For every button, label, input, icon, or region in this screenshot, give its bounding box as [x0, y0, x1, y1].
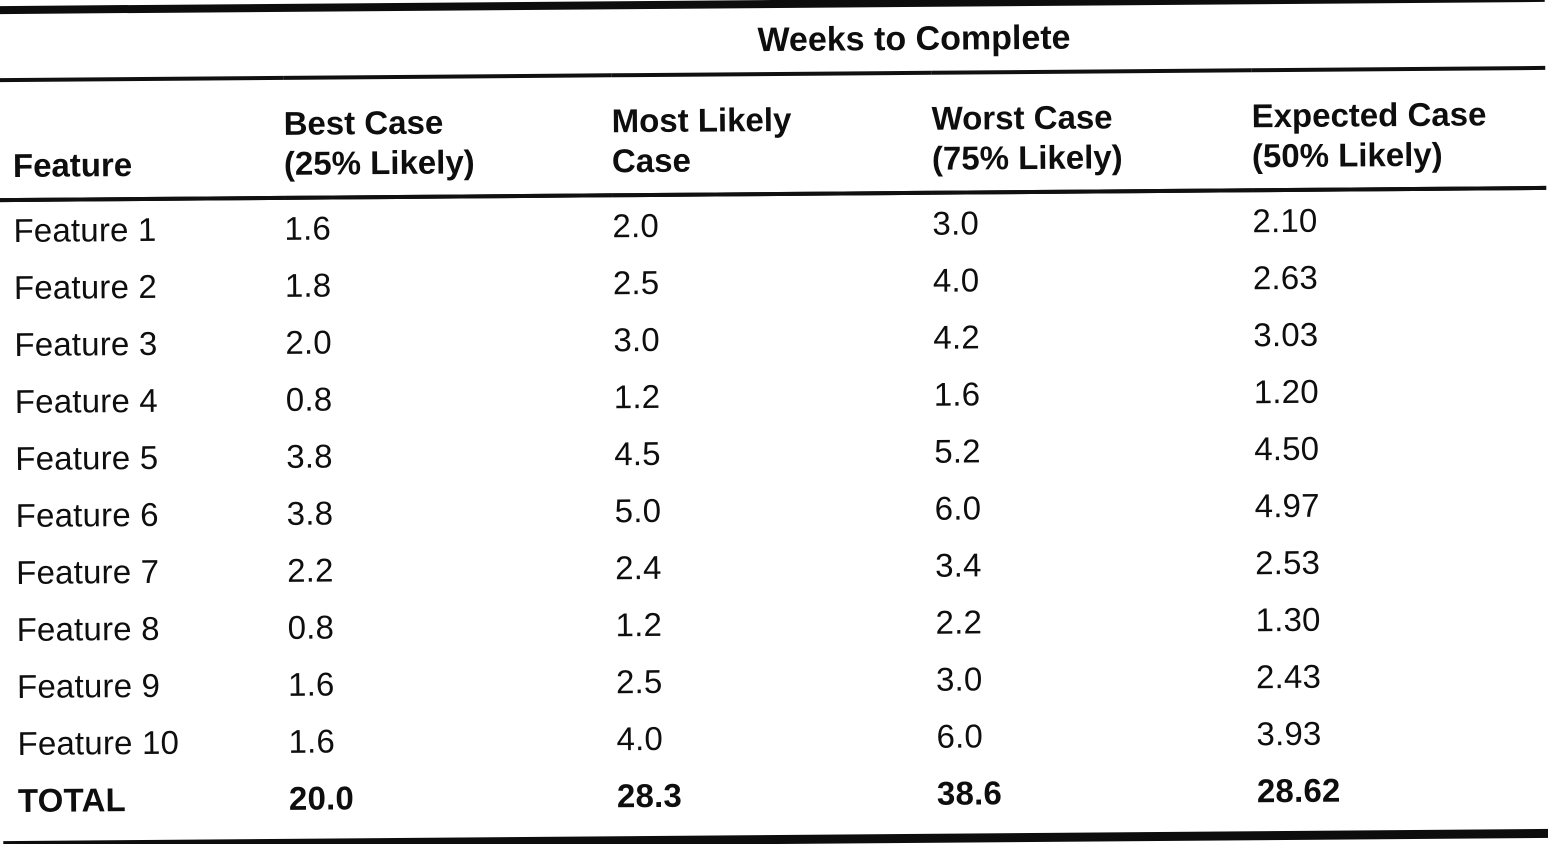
- most-likely-cell: 2.0: [612, 206, 660, 244]
- total-expected-cell: 28.62: [1256, 771, 1341, 809]
- most-likely-cell: 5.0: [614, 491, 662, 529]
- column-header-feature-label: Feature: [12, 145, 133, 184]
- feature-cell: Feature 5: [15, 438, 159, 477]
- expected-cell: 3.93: [1256, 714, 1322, 752]
- expected-case-label-line1: Expected Case: [1251, 94, 1487, 134]
- feature-cell: Feature 7: [16, 552, 160, 591]
- feature-cell: Feature 2: [13, 267, 158, 306]
- most-likely-label-line1: Most Likely: [611, 100, 792, 139]
- worst-cell: 6.0: [936, 716, 984, 755]
- worst-cell: 1.6: [933, 374, 981, 413]
- feature-cell: Feature 10: [17, 723, 180, 762]
- feature-cell: Feature 8: [16, 609, 160, 648]
- best-cell: 0.8: [287, 607, 335, 646]
- expected-cell: 1.20: [1253, 372, 1319, 410]
- most-likely-label-line2: Case: [611, 141, 691, 180]
- expected-cell: 3.03: [1253, 315, 1319, 353]
- total-most-likely-cell: 28.3: [616, 776, 683, 814]
- expected-case-label-line2: (50% Likely): [1251, 135, 1443, 174]
- most-likely-cell: 4.5: [614, 434, 661, 472]
- column-header-best-case: Best Case (25% Likely): [283, 75, 613, 198]
- feature-cell: Feature 4: [14, 381, 159, 420]
- feature-cell: Feature 3: [14, 324, 158, 363]
- expected-cell: 2.63: [1252, 258, 1319, 296]
- worst-cell: 3.0: [935, 659, 983, 698]
- best-cell: 3.8: [286, 493, 334, 532]
- span-header-row: Weeks to Complete: [0, 1, 1546, 81]
- best-cell: 2.0: [285, 322, 332, 361]
- best-cell: 1.6: [288, 721, 336, 760]
- best-cell: 1.6: [287, 664, 335, 703]
- column-header-expected-case: Expected Case (50% Likely): [1251, 67, 1547, 191]
- best-cell: 1.6: [284, 208, 332, 247]
- worst-cell: 6.0: [934, 488, 982, 527]
- best-cell: 2.2: [287, 550, 334, 589]
- most-likely-cell: 3.0: [613, 320, 660, 358]
- table-body: Feature 1 1.6 2.0 3.0 2.10 Feature 2 1.8 2.5 4.0…: [0, 188, 1548, 829]
- column-header-feature: Feature: [0, 77, 285, 201]
- table-title: Weeks to Complete: [282, 1, 1546, 78]
- feature-cell: Feature 9: [16, 666, 161, 705]
- worst-cell: 2.2: [935, 602, 983, 641]
- expected-cell: 4.50: [1254, 429, 1320, 467]
- worst-cell: 4.2: [933, 317, 980, 356]
- most-likely-cell: 2.5: [615, 662, 663, 700]
- expected-cell: 2.10: [1252, 201, 1318, 239]
- expected-cell: 4.97: [1254, 486, 1320, 524]
- expected-cell: 2.43: [1255, 657, 1322, 695]
- total-row: TOTAL 20.0 28.3 38.6 28.62: [3, 760, 1548, 829]
- total-feature-cell: TOTAL: [17, 780, 127, 819]
- best-case-label-line1: Best Case: [283, 103, 444, 142]
- most-likely-cell: 4.0: [616, 719, 664, 757]
- worst-cell: 4.0: [932, 260, 980, 299]
- column-header-most-likely: Most Likely Case: [611, 72, 933, 196]
- total-worst-cell: 38.6: [936, 773, 1003, 812]
- expected-cell: 2.53: [1254, 543, 1321, 581]
- worst-case-label-line1: Worst Case: [931, 97, 1113, 137]
- column-header-row: Feature Best Case (25% Likely) Most Like…: [0, 67, 1547, 201]
- worst-cell: 5.2: [934, 431, 981, 470]
- most-likely-cell: 2.4: [614, 548, 662, 586]
- worst-case-label-line2: (75% Likely): [931, 138, 1123, 177]
- column-header-worst-case: Worst Case (75% Likely): [931, 70, 1253, 193]
- total-best-cell: 20.0: [288, 778, 355, 817]
- worst-cell: 3.0: [932, 203, 980, 242]
- most-likely-cell: 2.5: [612, 263, 660, 301]
- feature-cell: Feature 6: [15, 495, 159, 534]
- best-cell: 0.8: [285, 379, 333, 418]
- expected-cell: 1.30: [1255, 600, 1321, 638]
- feature-cell: Feature 1: [13, 210, 157, 249]
- worst-cell: 3.4: [934, 545, 982, 584]
- most-likely-cell: 1.2: [615, 605, 663, 643]
- most-likely-cell: 1.2: [613, 377, 661, 415]
- span-header-spacer: [0, 11, 284, 81]
- best-cell: 1.8: [284, 265, 332, 304]
- best-case-label-line2: (25% Likely): [283, 143, 475, 182]
- best-cell: 3.8: [286, 436, 333, 475]
